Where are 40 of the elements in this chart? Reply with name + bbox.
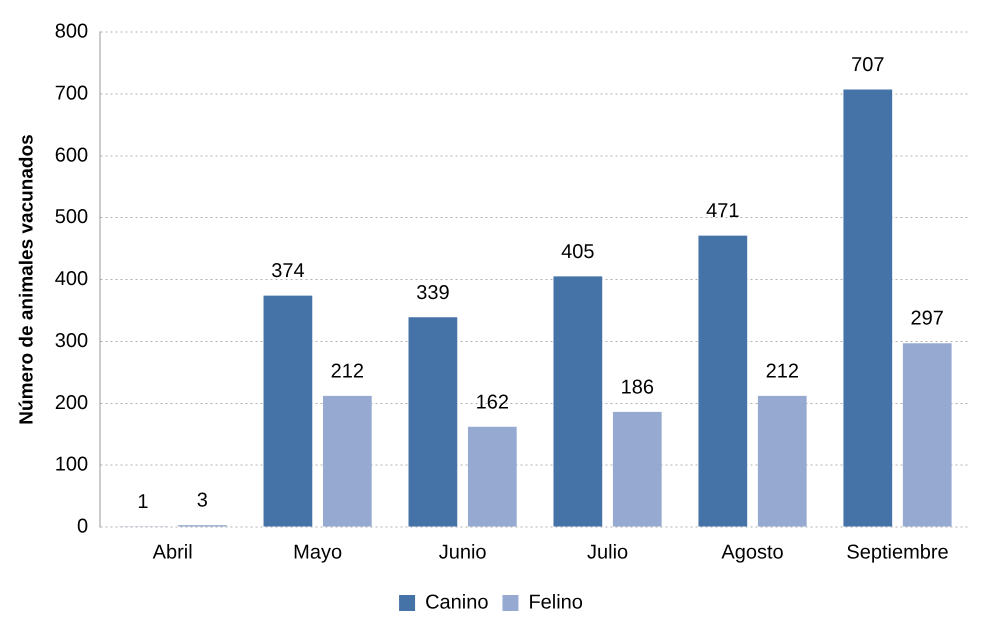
y-tick-label: 400 xyxy=(54,268,88,290)
y-tick-label: 200 xyxy=(54,392,88,414)
x-tick-label: Mayo xyxy=(293,542,342,564)
bar xyxy=(322,396,372,526)
bar xyxy=(553,276,602,526)
y-tick-label: 500 xyxy=(54,206,88,228)
x-tick-label: Julio xyxy=(587,542,628,564)
x-tick-label: Agosto xyxy=(721,542,784,564)
data-label: 212 xyxy=(330,360,364,382)
legend-label: Canino xyxy=(425,592,488,614)
y-tick-label: 800 xyxy=(54,20,88,43)
data-label: 186 xyxy=(620,376,654,398)
x-tick-label: Septiembre xyxy=(846,542,949,564)
data-label: 297 xyxy=(910,308,944,330)
data-label: 3 xyxy=(196,490,208,512)
bar xyxy=(843,90,892,526)
data-label: 374 xyxy=(271,260,305,282)
data-label: 339 xyxy=(416,282,450,304)
data-label: 162 xyxy=(476,391,510,414)
y-tick-label: 300 xyxy=(54,330,88,352)
x-tick-label: Junio xyxy=(438,542,487,564)
y-tick-label: 100 xyxy=(54,454,88,476)
x-tick-label: Abril xyxy=(152,542,193,564)
y-tick-label: 600 xyxy=(54,144,88,166)
bar xyxy=(698,236,748,526)
data-label: 471 xyxy=(706,200,740,222)
legend-label: Felino xyxy=(528,592,583,614)
y-tick-label: 700 xyxy=(54,82,88,104)
bar xyxy=(612,412,662,526)
bar xyxy=(264,296,312,526)
bar xyxy=(408,317,458,526)
data-label: 212 xyxy=(766,360,799,382)
data-label: 707 xyxy=(851,54,884,76)
bar xyxy=(468,426,517,526)
bar xyxy=(902,343,952,526)
data-label: 1 xyxy=(137,490,148,513)
data-label: 405 xyxy=(561,240,595,263)
y-tick-label: 0 xyxy=(77,516,88,538)
bar xyxy=(758,396,807,526)
y-axis-title: Número de animales vacunados xyxy=(16,134,38,425)
